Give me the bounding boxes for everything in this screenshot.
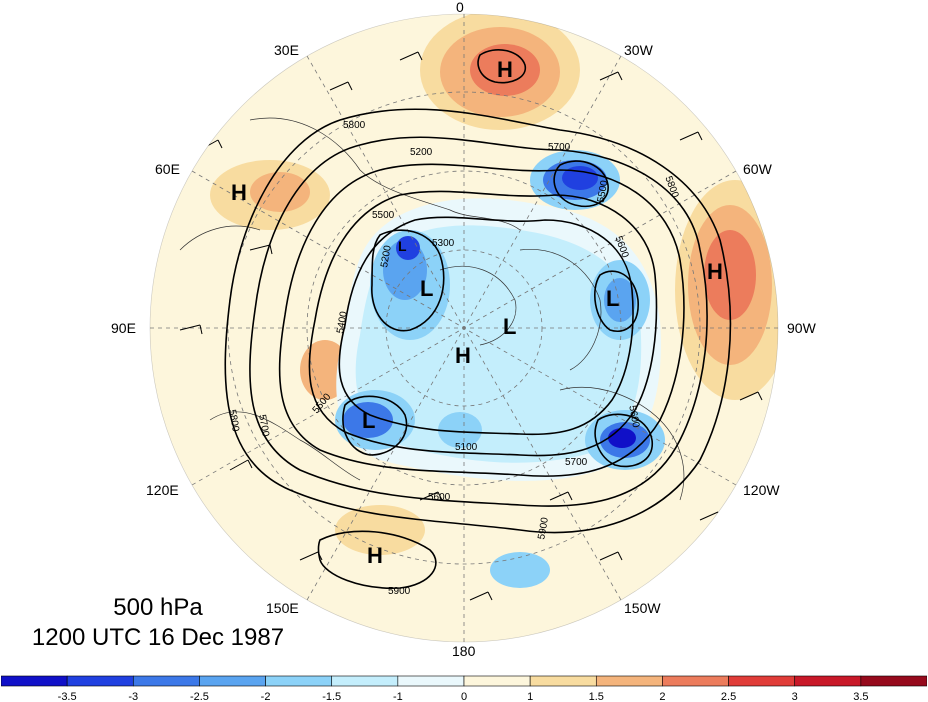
- colorbar-box: [662, 675, 729, 687]
- colorbar-box: [529, 675, 597, 687]
- colorbar-tick-label: -2: [261, 691, 271, 702]
- colorbar-tick-label: -3.5: [58, 691, 77, 702]
- colorbar-box: [199, 675, 266, 687]
- colorbar-tick-label: -3: [128, 691, 138, 702]
- high-center: H: [231, 180, 247, 205]
- colorbar-box: [794, 675, 862, 687]
- colorbar-tick-label: -2.5: [190, 691, 209, 702]
- low-center: L: [398, 238, 407, 254]
- colorbar-labels: -3.5 -3 -2.5 -2 -1.5 -1 0 1 1.5 2 2.5 3 3.5: [58, 691, 869, 702]
- contour-label: 5500: [372, 210, 395, 221]
- colorbar-tick-label: -1: [393, 691, 403, 702]
- colorbar-tick-label: 3.5: [853, 691, 868, 702]
- contour-label: 5800: [343, 120, 366, 131]
- high-center: H: [455, 343, 471, 368]
- lon-label-150w: 150W: [624, 600, 661, 616]
- colorbar-box: [265, 675, 333, 687]
- contour-label: 5800: [226, 409, 241, 433]
- lon-label-120w: 120W: [743, 482, 780, 498]
- lon-label-60e: 60E: [155, 161, 180, 177]
- colorbar-box: [728, 675, 796, 687]
- contour-label: 5500: [596, 179, 611, 203]
- high-center: H: [707, 259, 723, 284]
- lon-label-30w: 30W: [624, 42, 654, 58]
- longitude-labels: 0 30W 60W 90W 120W 150W 180 150E 120E 90…: [111, 0, 817, 659]
- colorbar-tick-label: 2: [659, 691, 665, 702]
- colorbar-box: [397, 675, 465, 687]
- height-contours: [224, 49, 732, 589]
- lon-label-120e: 120E: [146, 482, 179, 498]
- colorbar-box: [1, 675, 68, 687]
- level-title: 500 hPa: [113, 594, 203, 621]
- colorbar: -3.5 -3 -2.5 -2 -1.5 -1 0 1 1.5 2 2.5 3 3.5: [1, 675, 927, 702]
- contour-label: 5200: [379, 244, 394, 268]
- pressure-centers: H H H H H L L L L L: [231, 57, 723, 568]
- low-center: L: [420, 276, 433, 301]
- lon-label-150e: 150E: [266, 600, 299, 616]
- contour-label: 5300: [432, 238, 455, 249]
- colorbar-box: [860, 675, 927, 687]
- contour-label: 5200: [410, 147, 433, 158]
- high-center: H: [367, 543, 383, 568]
- polar-map: 5800 5700 5500 5600 5800 5900 5700 5600 …: [111, 0, 817, 659]
- colorbar-boxes: [1, 675, 927, 687]
- colorbar-tick-label: 2.5: [721, 691, 736, 702]
- lon-label-0: 0: [456, 0, 464, 15]
- time-title: 1200 UTC 16 Dec 1987: [31, 624, 285, 651]
- contour-label: 5400: [335, 310, 350, 334]
- contour-label: 5100: [455, 442, 478, 453]
- low-center: L: [362, 408, 375, 433]
- map-boundary: [149, 13, 779, 643]
- coastlines: [179, 117, 685, 501]
- contour-label: 5900: [536, 516, 551, 540]
- contour-label: 5700: [548, 142, 571, 153]
- colorbar-box: [463, 675, 531, 687]
- colorbar-box: [595, 675, 663, 687]
- colorbar-box: [132, 675, 200, 687]
- graticule: [150, 14, 778, 642]
- lon-label-60w: 60W: [743, 161, 773, 177]
- lon-label-180: 180: [452, 643, 476, 659]
- contour-label: 5700: [256, 414, 271, 438]
- contour-label: 5900: [388, 586, 411, 597]
- colorbar-tick-label: -1.5: [322, 691, 341, 702]
- colorbar-box: [66, 675, 134, 687]
- contour-labels: 5800 5700 5500 5600 5800 5900 5700 5600 …: [226, 120, 680, 597]
- contour-label: 5600: [428, 492, 451, 503]
- colorbar-box: [331, 675, 399, 687]
- lon-label-90w: 90W: [787, 320, 817, 336]
- contour-label: 5600: [626, 405, 641, 429]
- low-center: L: [606, 286, 619, 311]
- colorbar-tick-label: 1.5: [589, 691, 604, 702]
- colorbar-tick-label: 1: [527, 691, 533, 702]
- lon-label-30e: 30E: [274, 42, 299, 58]
- low-center: L: [503, 314, 516, 339]
- colorbar-tick-label: 3: [792, 691, 798, 702]
- high-center: H: [497, 57, 513, 82]
- contour-label: 5700: [565, 457, 588, 468]
- lon-label-90e: 90E: [111, 320, 136, 336]
- colorbar-tick-label: 0: [461, 691, 467, 702]
- anomaly-shading: [210, 14, 778, 588]
